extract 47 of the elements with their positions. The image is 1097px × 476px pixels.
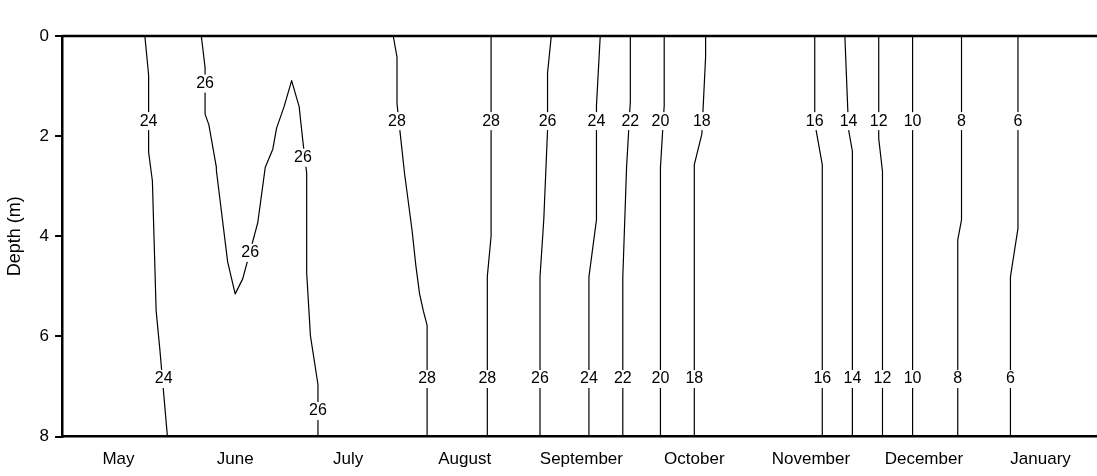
annotation: 12 bbox=[873, 369, 892, 387]
annotation: 24 bbox=[587, 111, 606, 129]
annotation: 22 bbox=[613, 369, 632, 387]
annotation: 8 bbox=[953, 369, 963, 387]
annotation: 24 bbox=[580, 369, 598, 387]
annotation: 12 bbox=[869, 111, 888, 129]
annotation: 26 bbox=[309, 401, 327, 419]
annotation: 26 bbox=[196, 73, 215, 91]
y-tick-label: 8 bbox=[39, 426, 50, 446]
annotation: 8 bbox=[957, 111, 967, 129]
x-tick-label: December bbox=[884, 449, 964, 469]
annotation: 20 bbox=[651, 111, 670, 129]
y-tick-label: 0 bbox=[39, 25, 50, 45]
x-tick-label: September bbox=[539, 449, 624, 469]
x-tick-label: October bbox=[664, 449, 725, 469]
x-tick-label: January bbox=[1010, 449, 1072, 469]
annotation: 6 bbox=[1005, 369, 1015, 387]
annotation: 28 bbox=[418, 369, 437, 387]
annotation: 26 bbox=[531, 369, 550, 387]
annotation: 16 bbox=[805, 111, 824, 129]
y-axis-title: Depth (m) bbox=[3, 196, 24, 277]
annotation: 24 bbox=[154, 369, 173, 387]
annotation: 18 bbox=[685, 369, 704, 387]
annotation: 14 bbox=[843, 369, 862, 387]
annotation: 18 bbox=[692, 111, 711, 129]
annotation: 28 bbox=[388, 111, 406, 129]
annotation: 16 bbox=[813, 369, 832, 387]
annotation: 22 bbox=[621, 111, 640, 129]
x-tick-label: July bbox=[332, 449, 364, 469]
y-tick-label: 6 bbox=[39, 326, 50, 346]
annotation: 14 bbox=[839, 111, 858, 129]
annotation: 10 bbox=[903, 111, 922, 129]
annotation: 26 bbox=[294, 148, 312, 166]
x-tick-label: November bbox=[771, 449, 851, 469]
y-tick-label: 4 bbox=[39, 225, 50, 245]
annotation: 20 bbox=[651, 369, 670, 387]
annotation: 28 bbox=[482, 111, 501, 129]
x-tick-label: June bbox=[216, 449, 254, 469]
x-tick-label: August bbox=[438, 449, 492, 469]
x-tick-label: May bbox=[102, 449, 136, 469]
annotation: 26 bbox=[538, 111, 557, 129]
y-tick-label: 2 bbox=[39, 125, 50, 145]
annotation: 28 bbox=[478, 369, 497, 387]
annotation: 6 bbox=[1013, 111, 1023, 129]
annotation: 24 bbox=[139, 111, 158, 129]
annotation: 10 bbox=[903, 369, 922, 387]
annotation: 26 bbox=[241, 243, 260, 261]
